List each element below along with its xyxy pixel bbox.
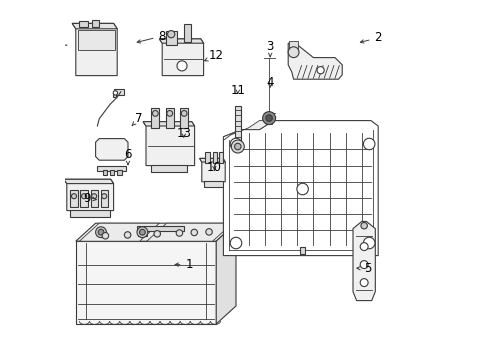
Bar [300,247,305,254]
Circle shape [230,138,242,150]
Text: 7: 7 [132,112,143,126]
Text: 10: 10 [207,161,222,174]
Circle shape [360,243,368,251]
Polygon shape [353,221,375,301]
Circle shape [230,237,242,249]
Circle shape [154,231,160,237]
Circle shape [167,111,172,116]
Circle shape [191,229,197,236]
Bar [103,170,107,175]
Bar [91,190,98,207]
Circle shape [364,138,375,150]
Circle shape [360,279,368,287]
Circle shape [102,233,109,239]
Bar [114,89,123,95]
Circle shape [364,237,375,249]
Bar [138,231,147,236]
Circle shape [297,183,308,195]
Text: 4: 4 [267,76,274,89]
Circle shape [177,61,187,71]
Bar [184,24,191,42]
Bar [110,170,114,175]
Circle shape [98,229,104,235]
Polygon shape [216,223,236,324]
Text: 11: 11 [230,84,245,96]
Polygon shape [72,23,117,76]
Circle shape [317,67,324,74]
Bar [205,152,210,163]
Bar [97,231,105,236]
Circle shape [124,232,131,238]
Polygon shape [199,158,225,162]
Circle shape [181,111,187,116]
Bar [289,41,297,52]
Bar [71,190,77,207]
Text: 3: 3 [267,40,274,57]
Polygon shape [223,121,378,256]
Bar [180,108,188,128]
Circle shape [168,31,175,38]
Polygon shape [288,43,342,79]
Circle shape [92,194,97,199]
Bar [219,152,223,163]
Bar [151,108,159,128]
Bar [113,94,116,97]
Bar [79,21,88,27]
Circle shape [102,194,107,199]
Bar [77,30,116,50]
Polygon shape [79,223,159,241]
Polygon shape [143,122,195,126]
Bar [166,108,174,128]
Bar [71,210,110,217]
Circle shape [113,91,118,95]
Circle shape [206,229,212,235]
Bar [80,190,88,207]
Bar [117,170,122,175]
Bar [166,31,176,45]
Polygon shape [147,223,232,241]
Circle shape [231,140,245,153]
Text: 5: 5 [357,262,371,275]
Polygon shape [199,158,225,182]
Text: 2: 2 [360,31,382,44]
Polygon shape [76,223,236,241]
Bar [151,165,187,172]
Bar [92,20,99,27]
Circle shape [176,230,183,236]
Text: 1: 1 [175,258,193,271]
Circle shape [140,229,145,235]
Circle shape [152,111,158,116]
Circle shape [81,194,87,199]
Circle shape [361,222,368,229]
Text: 13: 13 [176,127,191,140]
Polygon shape [72,23,117,29]
Polygon shape [76,241,216,324]
Circle shape [360,261,368,269]
Polygon shape [64,179,114,184]
Circle shape [263,112,275,125]
Polygon shape [159,39,204,76]
Circle shape [72,194,76,199]
Polygon shape [223,121,274,140]
Text: 8: 8 [137,30,166,43]
Polygon shape [96,139,128,160]
Circle shape [266,115,272,121]
Polygon shape [159,39,204,43]
Circle shape [235,143,241,150]
Circle shape [96,227,106,238]
Bar [98,166,126,171]
Bar [213,152,217,163]
Polygon shape [143,122,195,166]
Text: 12: 12 [205,49,224,62]
Circle shape [137,227,148,238]
Bar [235,106,241,146]
Polygon shape [64,179,114,211]
Circle shape [288,47,299,58]
Bar [100,190,108,207]
Bar [137,226,184,231]
Text: 6: 6 [124,148,132,165]
Text: 9: 9 [83,192,97,204]
Bar [204,181,223,187]
